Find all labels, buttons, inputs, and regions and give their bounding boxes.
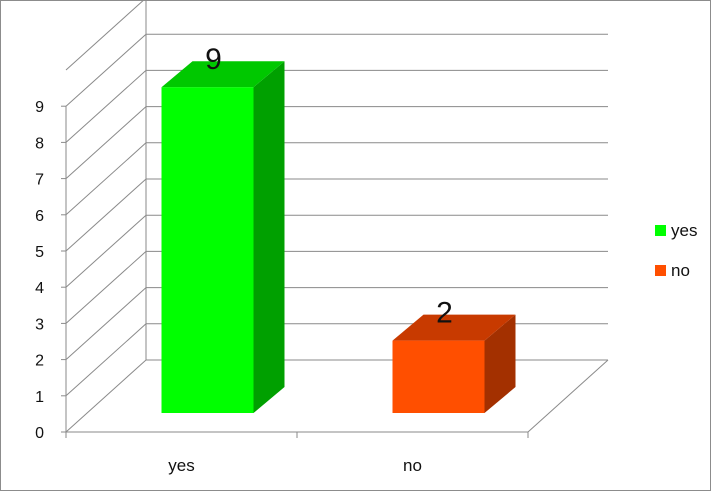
y-tick-label: 0: [35, 425, 44, 442]
legend-label: yes: [671, 221, 697, 240]
bar-side: [484, 314, 516, 413]
gridline-side: [65, 287, 147, 360]
data-label: 9: [205, 43, 222, 76]
bar-top: [161, 61, 285, 88]
x-category-label: yes: [168, 456, 194, 475]
legend: yes no: [655, 221, 697, 280]
gridline-side: [65, 214, 147, 288]
y-tick-label: 1: [35, 389, 44, 406]
gridline-side: [65, 33, 147, 107]
bar: [392, 340, 485, 413]
gridline-side: [65, 178, 147, 252]
y-tick-label: 5: [35, 244, 44, 261]
x-category-label: no: [403, 456, 422, 475]
bar-top: [392, 314, 516, 341]
gridline-side: [65, 359, 147, 433]
gridline-side: [65, 142, 147, 216]
gridline-side: [65, 323, 147, 397]
y-tick-label: 6: [35, 208, 44, 225]
y-tick-label: 7: [35, 172, 44, 189]
axis-group: 0 1 2 3 4 5 6 7 8 9 yes no: [35, 99, 529, 475]
legend-swatch: [655, 225, 666, 236]
legend-label: no: [671, 261, 690, 280]
gridline-side: [65, 251, 147, 324]
gridline-side: [65, 106, 147, 179]
gridline-side: [65, 70, 147, 143]
y-tick-label: 8: [35, 135, 44, 152]
bar: [161, 87, 254, 413]
data-label: 2: [436, 297, 453, 330]
gridline-side: [65, 0, 145, 71]
legend-swatch: [655, 265, 666, 276]
floor-right-edge: [527, 359, 609, 433]
y-tick-label: 4: [35, 280, 44, 297]
y-tick-label: 9: [35, 99, 44, 116]
bar-side: [253, 61, 285, 413]
y-tick-label: 3: [35, 316, 44, 333]
chart-walls: [65, 0, 609, 433]
bars-group: 92: [161, 43, 516, 413]
y-tick-label: 2: [35, 353, 44, 370]
